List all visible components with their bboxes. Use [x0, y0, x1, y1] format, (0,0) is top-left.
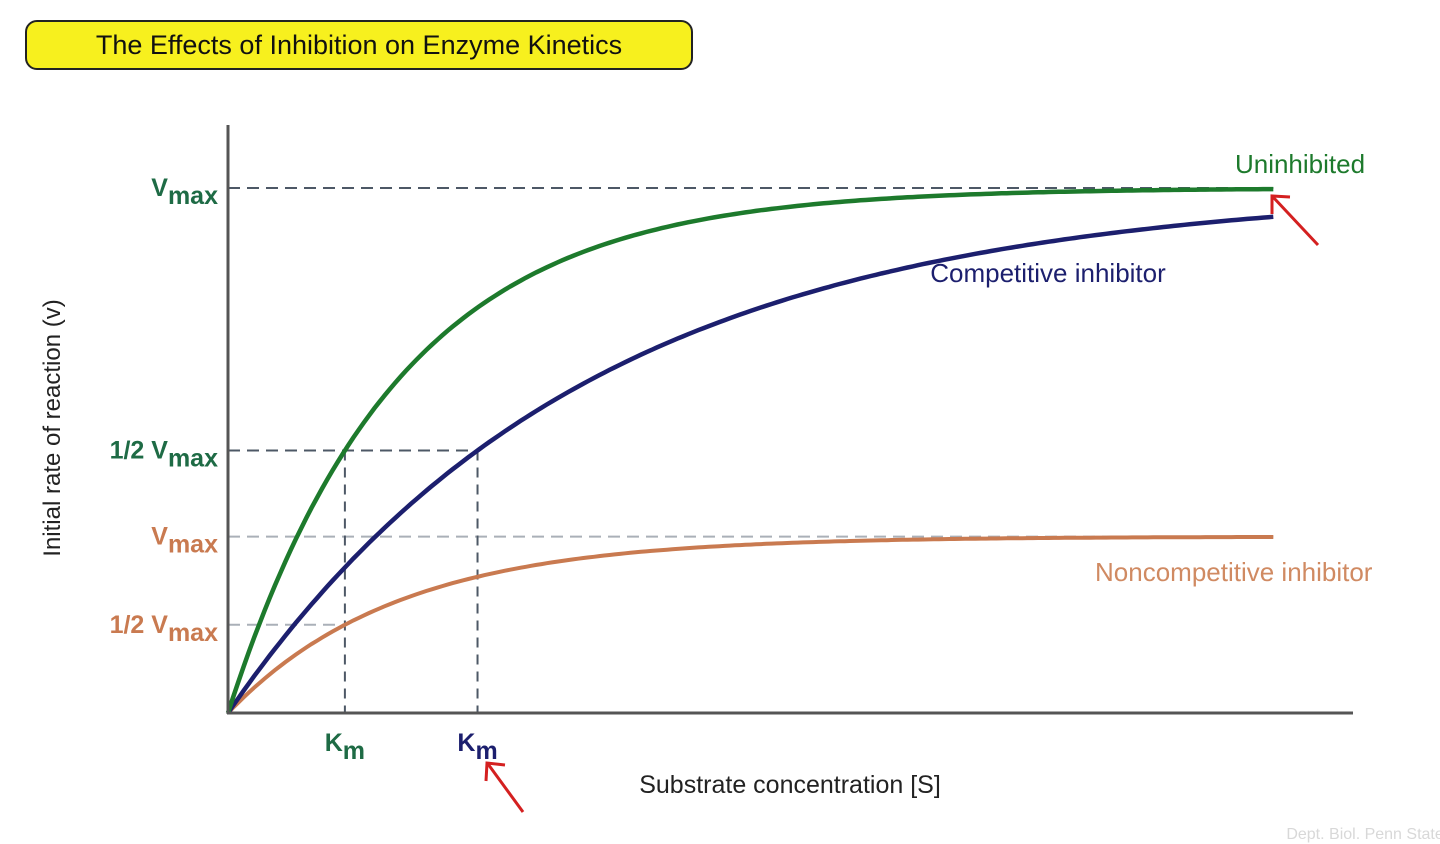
series-label-noncompetitive: Noncompetitive inhibitor [1095, 557, 1373, 587]
curve-uninhibited [225, 186, 1274, 714]
x-axis-label: Substrate concentration [S] [639, 771, 941, 799]
watermark: Dept. Biol. Penn State © [1286, 826, 1440, 843]
y-tick-label: Vmax [151, 523, 218, 559]
curve-noncompetitive-inhibitor [226, 535, 1274, 715]
series-label-competitive: Competitive inhibitor [930, 258, 1166, 288]
x-tick-label: Km [457, 729, 497, 765]
arrow-vmax-icon [1270, 194, 1320, 247]
series-label-uninhibited: Uninhibited [1235, 149, 1365, 179]
arrow-km-icon [484, 761, 525, 813]
y-axis-label: Initial rate of reaction (v) [39, 299, 66, 556]
y-tick-label: 1/2 Vmax [110, 611, 219, 647]
x-tick-label: Km [325, 729, 365, 765]
y-tick-label: 1/2 Vmax [110, 437, 219, 473]
chart-title: The Effects of Inhibition on Enzyme Kine… [25, 20, 693, 70]
curve-competitive-inhibitor [226, 214, 1274, 715]
y-tick-label: Vmax [151, 174, 218, 210]
